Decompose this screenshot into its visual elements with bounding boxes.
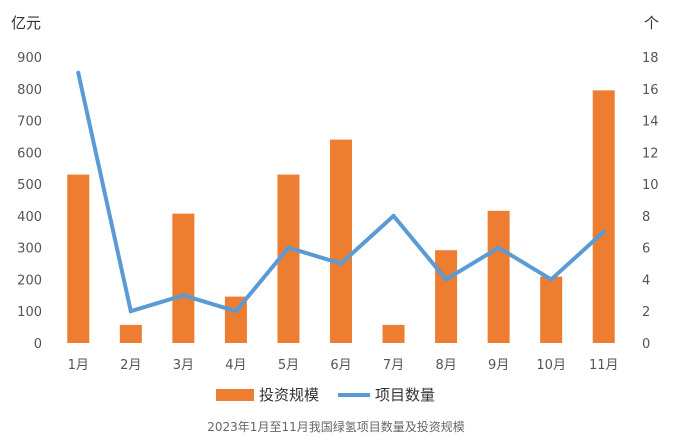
line-point: [601, 229, 606, 234]
line-point: [233, 309, 238, 314]
bar-series: [67, 90, 615, 343]
left-tick-label: 100: [17, 305, 42, 320]
bar: [277, 174, 300, 343]
right-axis-unit: 个: [644, 14, 659, 32]
left-tick-label: 400: [17, 210, 42, 225]
line-point: [339, 261, 343, 266]
x-axis-ticks: 1月 2月 3月 4月 5月 6月 7月 8月 9月 10月 11月: [68, 358, 619, 373]
x-tick-label: 2月: [120, 358, 141, 373]
left-axis-ticks: 0 100 200 300 400 500 600 700 800 900: [17, 51, 42, 352]
bar: [330, 139, 352, 343]
bar: [119, 324, 142, 343]
right-tick-label: 2: [642, 305, 650, 320]
line-point: [286, 245, 291, 250]
bar: [435, 250, 458, 343]
bar: [382, 324, 405, 343]
line-point: [76, 70, 81, 75]
left-axis-unit: 亿元: [11, 14, 41, 32]
x-tick-label: 5月: [278, 358, 299, 373]
x-tick-label: 7月: [383, 358, 404, 373]
right-tick-label: 10: [642, 178, 659, 193]
x-tick-label: 9月: [488, 358, 509, 373]
left-tick-label: 0: [34, 337, 42, 352]
bar: [487, 210, 510, 343]
legend-line-label: 项目数量: [375, 386, 435, 404]
left-tick-label: 800: [17, 83, 42, 98]
left-tick-label: 200: [17, 273, 42, 288]
right-tick-label: 18: [642, 51, 659, 66]
x-tick-label: 8月: [435, 358, 456, 373]
line-series: [76, 70, 606, 314]
line-point: [549, 277, 554, 282]
line-point: [444, 277, 449, 282]
x-tick-label: 1月: [68, 358, 89, 373]
left-tick-label: 700: [17, 115, 42, 130]
x-tick-label: 6月: [330, 358, 351, 373]
line-point: [181, 293, 186, 298]
legend-bar-swatch: [216, 389, 254, 401]
right-tick-label: 16: [642, 83, 659, 98]
right-tick-label: 6: [642, 242, 650, 257]
line-point: [496, 245, 501, 250]
right-tick-label: 14: [642, 115, 659, 130]
x-tick-label: 11月: [589, 358, 619, 373]
legend-bar-label: 投资规模: [259, 386, 319, 404]
bar: [67, 174, 90, 343]
bar: [592, 90, 615, 343]
legend: 投资规模 项目数量: [216, 386, 435, 404]
x-tick-label: 3月: [173, 358, 194, 373]
right-tick-label: 12: [642, 146, 659, 161]
right-tick-label: 0: [642, 337, 650, 352]
right-axis-ticks: 0 2 4 6 8 10 12 14 16 18: [642, 51, 659, 352]
x-tick-label: 4月: [225, 358, 246, 373]
line-point: [128, 309, 133, 314]
left-tick-label: 300: [17, 242, 42, 257]
right-tick-label: 4: [642, 273, 650, 288]
x-tick-label: 10月: [536, 358, 566, 373]
left-tick-label: 500: [17, 178, 42, 193]
chart-caption: 2023年1月至11月我国绿氢项目数量及投资规模: [207, 419, 464, 434]
line-point: [391, 213, 396, 218]
bar: [172, 213, 195, 343]
right-tick-label: 8: [642, 210, 650, 225]
left-tick-label: 900: [17, 51, 42, 66]
left-tick-label: 600: [17, 146, 42, 161]
bar: [540, 276, 563, 343]
